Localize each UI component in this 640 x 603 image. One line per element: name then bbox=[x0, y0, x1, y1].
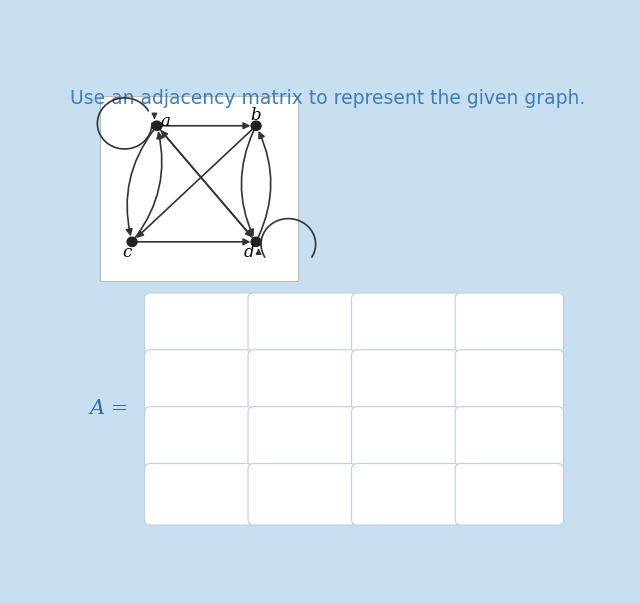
FancyBboxPatch shape bbox=[100, 95, 298, 281]
FancyBboxPatch shape bbox=[145, 406, 253, 468]
Text: a: a bbox=[161, 113, 171, 130]
FancyBboxPatch shape bbox=[455, 293, 564, 355]
FancyBboxPatch shape bbox=[248, 406, 356, 468]
Text: c: c bbox=[122, 244, 132, 260]
FancyBboxPatch shape bbox=[145, 293, 253, 355]
FancyBboxPatch shape bbox=[351, 293, 460, 355]
Circle shape bbox=[251, 237, 261, 247]
FancyBboxPatch shape bbox=[351, 464, 460, 525]
FancyBboxPatch shape bbox=[455, 464, 564, 525]
FancyBboxPatch shape bbox=[248, 464, 356, 525]
Circle shape bbox=[152, 121, 162, 130]
Text: b: b bbox=[251, 107, 261, 124]
Text: A =: A = bbox=[90, 399, 129, 418]
FancyBboxPatch shape bbox=[455, 350, 564, 411]
Circle shape bbox=[127, 237, 137, 247]
FancyBboxPatch shape bbox=[248, 293, 356, 355]
FancyBboxPatch shape bbox=[351, 350, 460, 411]
Text: Use an adjacency matrix to represent the given graph.: Use an adjacency matrix to represent the… bbox=[70, 89, 586, 107]
FancyBboxPatch shape bbox=[248, 350, 356, 411]
FancyBboxPatch shape bbox=[351, 406, 460, 468]
Circle shape bbox=[251, 121, 261, 130]
FancyBboxPatch shape bbox=[455, 406, 564, 468]
FancyBboxPatch shape bbox=[145, 350, 253, 411]
FancyBboxPatch shape bbox=[145, 464, 253, 525]
Text: d: d bbox=[243, 244, 254, 260]
